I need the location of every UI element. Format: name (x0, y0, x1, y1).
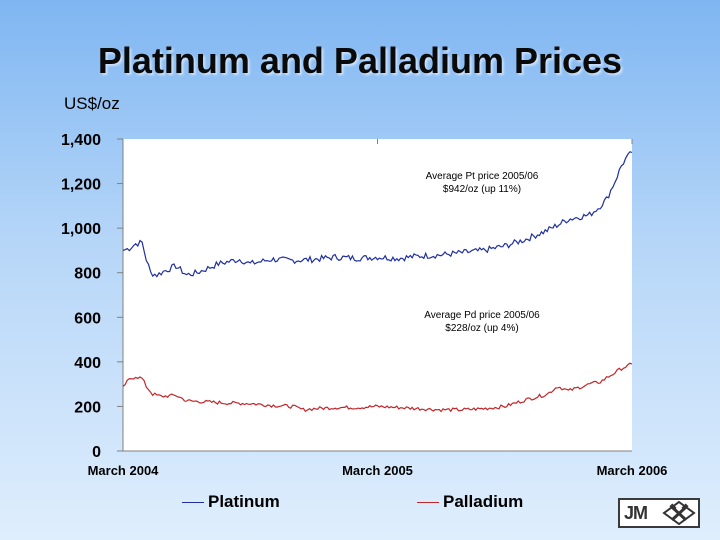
y-tick-label: 600 (74, 310, 101, 327)
series-layer (122, 151, 633, 413)
annotation-line: Average Pt price 2005/06 (426, 171, 539, 182)
y-tick-label: 800 (74, 266, 101, 283)
annotation-platinum: Average Pt price 2005/06 $942/oz (up 11%) (426, 171, 539, 195)
y-tick-label: 1,000 (61, 221, 101, 238)
y-tick-label: 1,400 (61, 132, 101, 149)
legend-platinum: Platinum (182, 492, 280, 512)
series-line-palladium (122, 362, 633, 413)
y-tick-label: 1,200 (61, 177, 101, 194)
annotations: Average Pt price 2005/06 $942/oz (up 11%)… (424, 171, 540, 334)
series-line-platinum (122, 151, 633, 278)
x-tick-label: March 2006 (597, 463, 668, 478)
legend-palladium-swatch (417, 502, 439, 504)
x-tick-label: March 2004 (88, 463, 160, 478)
annotation-line: $942/oz (up 11%) (443, 184, 521, 195)
annotation-line: Average Pd price 2005/06 (424, 310, 540, 321)
crossed-hammers-icon (662, 501, 696, 525)
annotation-palladium: Average Pd price 2005/06 $228/oz (up 4%) (424, 310, 540, 334)
plot-area (123, 139, 632, 451)
x-axis: March 2004 March 2005 March 2006 (88, 139, 668, 478)
logo-text: JM (624, 502, 648, 523)
y-unit-label: US$/oz (64, 94, 120, 113)
y-tick-label: 400 (74, 355, 101, 372)
legend-platinum-swatch (182, 502, 204, 504)
legend-palladium-label: Palladium (443, 492, 524, 511)
x-tick-label: March 2005 (342, 463, 413, 478)
y-tick-label: 200 (74, 399, 101, 416)
y-axis: 0 200 400 600 800 1,000 1,200 1,400 (61, 132, 124, 461)
company-logo: JM (618, 498, 700, 528)
annotation-line: $228/oz (up 4%) (445, 323, 518, 334)
slide-title: Platinum and Palladium Prices (97, 40, 623, 81)
y-tick-label: 0 (92, 444, 101, 461)
legend-platinum-label: Platinum (208, 492, 280, 511)
legend-palladium: Palladium (417, 492, 523, 512)
